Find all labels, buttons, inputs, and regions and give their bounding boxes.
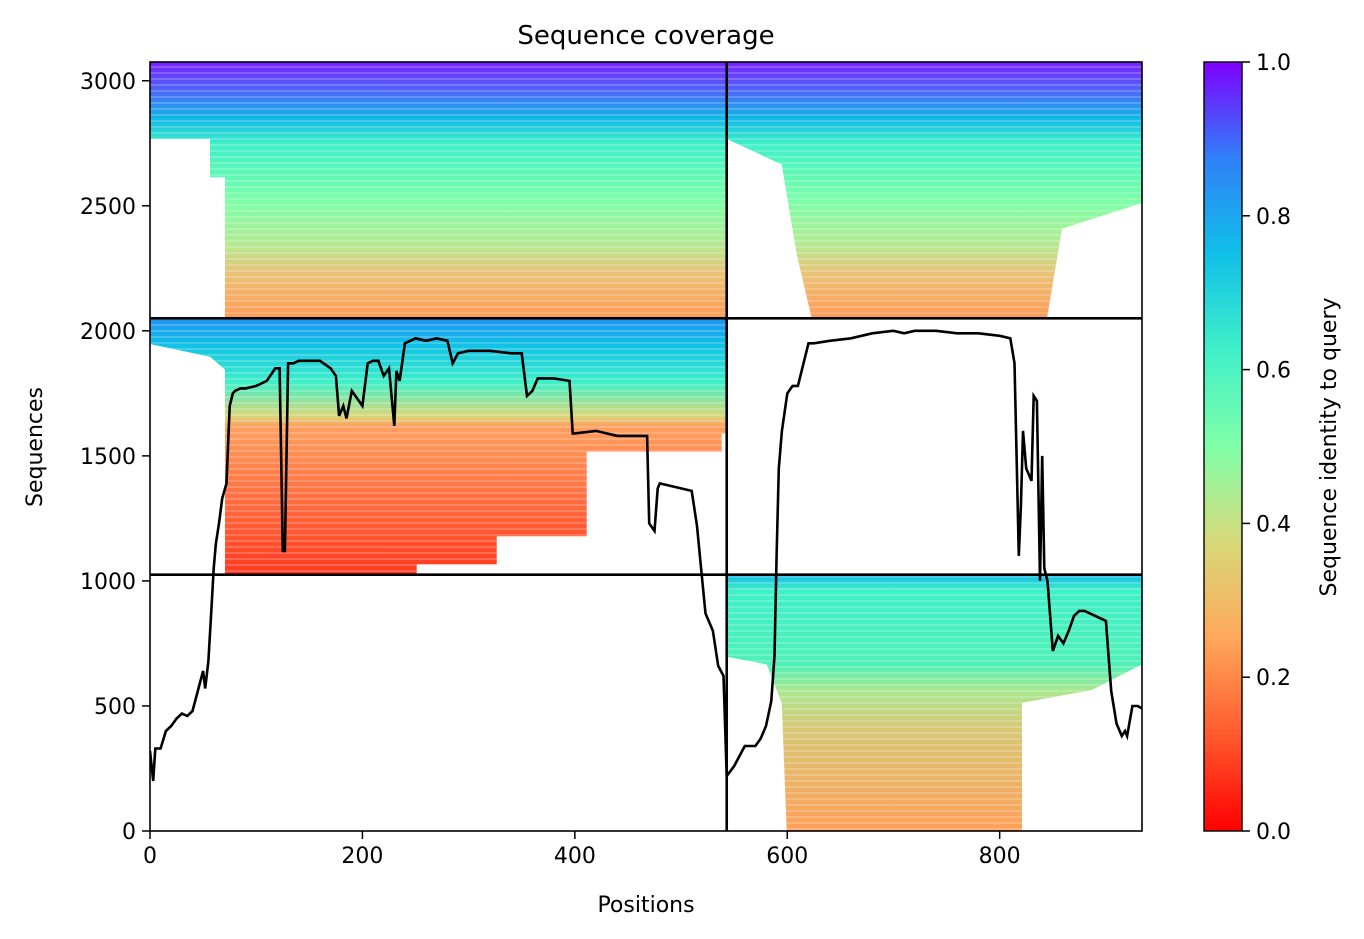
coverage-block-texture xyxy=(726,62,1142,319)
y-tick-label: 500 xyxy=(94,695,136,720)
x-axis-label: Positions xyxy=(597,893,694,918)
y-tick-label: 2500 xyxy=(80,195,136,220)
plot-frame xyxy=(149,61,1143,832)
y-tick-label: 1500 xyxy=(80,445,136,470)
heatmap-blocks xyxy=(150,62,1142,831)
colorbar-tick-label: 0.6 xyxy=(1256,359,1291,384)
x-tick-label: 200 xyxy=(341,844,383,869)
chart-title: Sequence coverage xyxy=(517,21,774,51)
colorbar-tick-label: 0.4 xyxy=(1256,512,1291,537)
colorbar-tick-label: 0.0 xyxy=(1256,820,1291,845)
y-axis-label: Sequences xyxy=(23,387,48,507)
colorbar-tick-label: 0.8 xyxy=(1256,205,1291,230)
x-tick-label: 600 xyxy=(766,844,808,869)
y-tick-label: 2000 xyxy=(80,320,136,345)
x-axis: 0 200 400 600 800 xyxy=(143,831,1021,869)
colorbar-label: Sequence identity to query xyxy=(1317,297,1342,596)
coverage-block-texture xyxy=(150,62,727,319)
y-tick-label: 1000 xyxy=(80,570,136,595)
y-axis: 0 500 1000 1500 2000 2500 3000 xyxy=(80,70,150,845)
colorbar-tick-label: 1.0 xyxy=(1256,51,1291,76)
colorbar-tick-label: 0.2 xyxy=(1256,666,1291,691)
y-tick-label: 0 xyxy=(122,820,136,845)
coverage-block-texture xyxy=(150,318,727,575)
x-tick-label: 800 xyxy=(979,844,1021,869)
coverage-line xyxy=(150,329,1142,782)
y-tick-label: 3000 xyxy=(80,70,136,95)
x-tick-label: 400 xyxy=(554,844,596,869)
colorbar-axis: 0.0 0.2 0.4 0.6 0.8 1.0 xyxy=(1242,51,1291,845)
chain-boundaries xyxy=(150,62,1142,831)
coverage-block-texture xyxy=(726,574,1142,831)
x-tick-label: 0 xyxy=(143,844,157,869)
colorbar xyxy=(1203,61,1243,832)
